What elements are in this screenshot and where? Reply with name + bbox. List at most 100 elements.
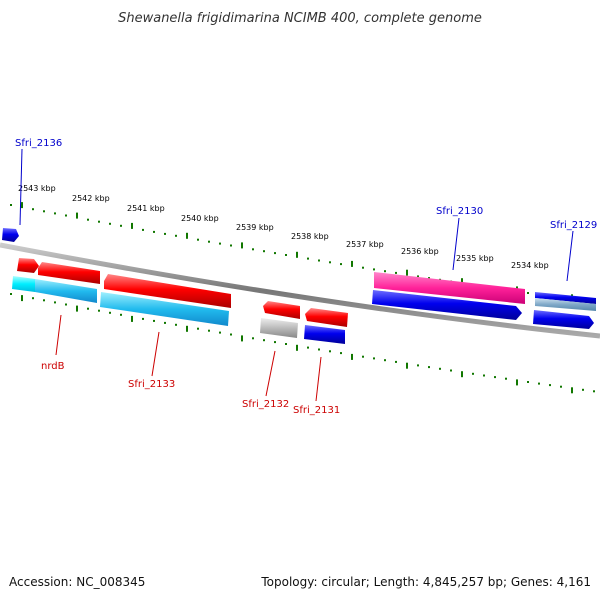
kbp-label: 2540 kbp <box>181 214 219 223</box>
minor-tick <box>252 248 254 251</box>
minor-tick <box>120 313 122 316</box>
minor-tick <box>395 271 397 274</box>
major-tick <box>76 212 78 219</box>
kbp-label: 2541 kbp <box>127 204 165 213</box>
gene-sfri-2130-pink[interactable] <box>374 272 525 304</box>
gene-sfri-2129-reverse[interactable] <box>535 292 596 304</box>
gene-sfri-2130-reverse[interactable] <box>372 290 522 320</box>
minor-tick <box>527 381 529 383</box>
minor-tick <box>98 220 100 223</box>
minor-tick <box>439 367 441 370</box>
gene-sfri-2132[interactable] <box>263 301 300 319</box>
minor-tick <box>230 333 232 336</box>
genome-title: Shewanella frigidimarina NCIMB 400, comp… <box>118 11 482 26</box>
major-tick <box>186 325 188 332</box>
major-tick <box>461 278 463 285</box>
minor-tick <box>307 257 309 260</box>
minor-tick <box>329 350 331 353</box>
major-tick <box>406 269 408 276</box>
kbp-label: 2535 kbp <box>456 254 494 263</box>
minor-tick <box>197 238 199 241</box>
minor-tick <box>450 369 452 372</box>
minor-tick <box>219 242 221 245</box>
gene-forward-1[interactable] <box>17 258 39 273</box>
minor-tick <box>109 222 111 225</box>
kbp-label: 2543 kbp <box>18 184 56 193</box>
minor-tick <box>329 261 331 264</box>
minor-tick <box>494 376 496 379</box>
gene-sfri-2133-forward[interactable] <box>104 274 231 308</box>
minor-tick <box>10 293 12 295</box>
minor-tick <box>43 299 45 302</box>
major-tick <box>516 379 518 386</box>
gene-sfri-2136[interactable] <box>2 228 19 242</box>
gene-leader-lines <box>19 148 574 402</box>
major-tick <box>351 260 353 267</box>
gene-label-sfri-2133[interactable]: Sfri_2133 <box>128 379 175 390</box>
gene-label-nrdb[interactable]: nrdB <box>41 361 65 372</box>
minor-tick <box>197 327 199 330</box>
major-tick <box>406 362 408 369</box>
major-tick <box>296 251 298 258</box>
feature-sfri-2132-gray[interactable] <box>260 318 298 338</box>
minor-tick <box>417 275 419 278</box>
gene-label-sfri-2130[interactable]: Sfri_2130 <box>436 206 483 217</box>
minor-tick <box>153 230 155 233</box>
minor-tick <box>263 339 265 342</box>
minor-tick <box>362 355 364 358</box>
minor-tick <box>274 341 276 344</box>
gene-forward-2[interactable] <box>305 308 348 327</box>
minor-tick <box>417 364 419 367</box>
minor-tick <box>252 337 254 340</box>
gene-label-sfri-2131[interactable]: Sfri_2131 <box>293 405 340 416</box>
minor-tick <box>340 263 342 266</box>
minor-tick <box>395 360 397 363</box>
minor-tick <box>164 321 166 324</box>
minor-tick <box>285 254 287 256</box>
gene-reverse-right[interactable] <box>533 310 594 329</box>
minor-tick <box>582 388 584 391</box>
minor-tick <box>373 268 375 271</box>
major-tick <box>296 344 298 351</box>
minor-tick <box>483 374 485 377</box>
feature-sfri-2129-steel[interactable] <box>535 298 596 311</box>
minor-tick <box>54 212 56 215</box>
cds-forward-bright[interactable] <box>12 276 35 292</box>
minor-tick <box>32 208 34 211</box>
major-tick <box>351 353 353 360</box>
minor-tick <box>307 346 309 349</box>
major-tick <box>571 387 573 394</box>
minor-tick <box>208 240 210 243</box>
minor-tick <box>384 270 386 273</box>
minor-tick <box>10 204 12 206</box>
minor-tick <box>340 352 342 355</box>
accession-text: Accession: NC_008345 <box>9 575 145 589</box>
minor-tick <box>65 303 67 306</box>
minor-tick <box>219 331 221 334</box>
gene-nrdb-forward[interactable] <box>38 262 100 284</box>
minor-tick <box>153 319 155 322</box>
minor-tick <box>274 252 276 255</box>
gene-label-sfri-2136[interactable]: Sfri_2136 <box>15 138 62 149</box>
minor-tick <box>98 309 100 312</box>
gene-sfri-2131[interactable] <box>304 325 345 344</box>
gene-label-sfri-2132[interactable]: Sfri_2132 <box>242 399 289 410</box>
minor-tick <box>318 348 320 351</box>
minor-tick <box>428 366 430 369</box>
minor-tick <box>318 259 320 262</box>
minor-tick <box>428 277 430 280</box>
minor-tick <box>285 343 287 345</box>
cds-nrdb[interactable] <box>35 279 97 303</box>
minor-tick <box>505 377 507 380</box>
major-tick <box>21 202 23 209</box>
topology-text: Topology: circular; Length: 4,845,257 bp… <box>260 575 591 589</box>
major-tick <box>21 295 23 302</box>
minor-tick <box>362 266 364 269</box>
minor-tick <box>175 234 177 237</box>
kbp-label: 2536 kbp <box>401 247 439 256</box>
gene-label-sfri-2129[interactable]: Sfri_2129 <box>550 220 597 231</box>
minor-tick <box>593 390 595 393</box>
kbp-scale-labels: 2543 kbp 2542 kbp 2541 kbp 2540 kbp 2539… <box>18 184 549 270</box>
cds-sfri-2133[interactable] <box>100 292 229 326</box>
